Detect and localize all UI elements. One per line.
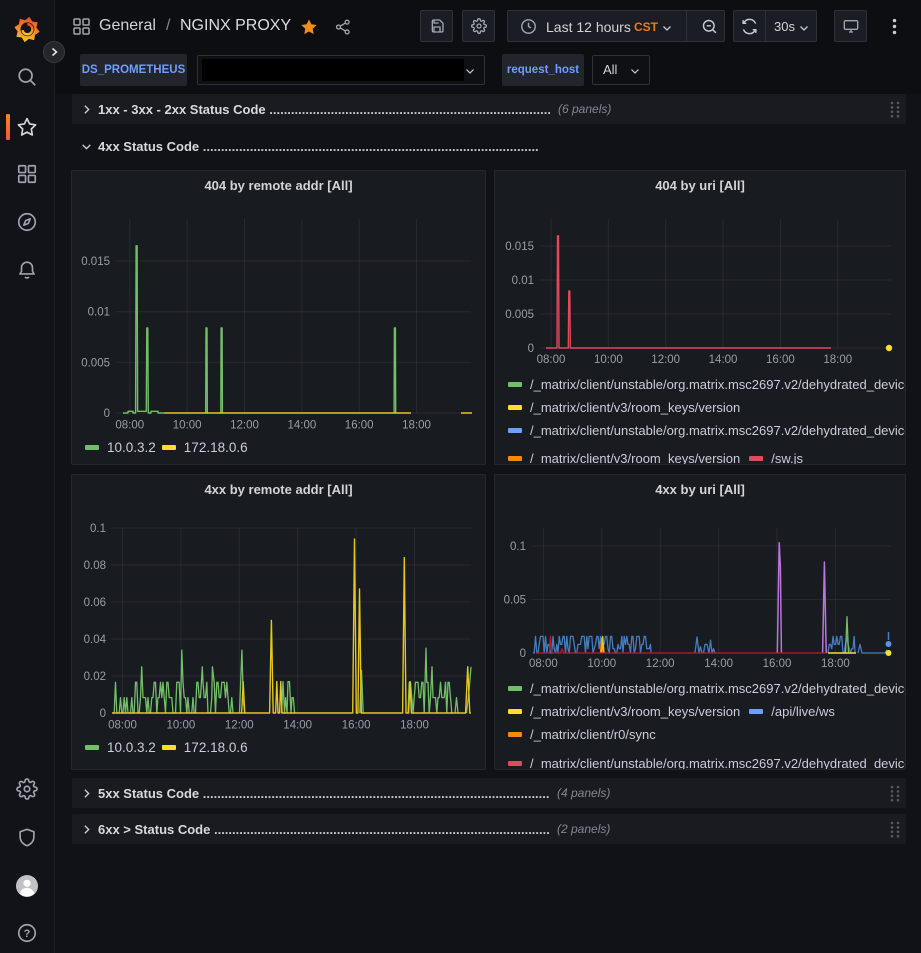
svg-text:0.015: 0.015: [505, 241, 534, 253]
svg-text:08:00: 08:00: [537, 354, 566, 366]
svg-text:16:00: 16:00: [763, 658, 792, 670]
svg-text:16:00: 16:00: [345, 420, 374, 432]
svg-text:10:00: 10:00: [167, 720, 196, 732]
svg-text:0.005: 0.005: [81, 357, 110, 369]
svg-text:10:00: 10:00: [594, 354, 623, 366]
svg-text:08:00: 08:00: [529, 658, 558, 670]
svg-text:14:00: 14:00: [283, 720, 312, 732]
svg-text:0: 0: [100, 708, 106, 720]
svg-text:08:00: 08:00: [108, 720, 137, 732]
svg-text:0: 0: [104, 408, 110, 420]
svg-text:12:00: 12:00: [230, 420, 259, 432]
svg-text:16:00: 16:00: [766, 354, 795, 366]
svg-text:10:00: 10:00: [587, 658, 616, 670]
svg-text:0.02: 0.02: [84, 671, 106, 683]
svg-text:18:00: 18:00: [400, 720, 429, 732]
svg-text:14:00: 14:00: [709, 354, 738, 366]
svg-text:0: 0: [528, 343, 534, 355]
svg-text:18:00: 18:00: [823, 354, 852, 366]
svg-text:10:00: 10:00: [173, 420, 202, 432]
svg-text:0: 0: [520, 648, 526, 660]
svg-text:0.1: 0.1: [510, 541, 526, 553]
svg-text:0.04: 0.04: [84, 634, 107, 646]
svg-text:?: ?: [24, 928, 31, 940]
svg-text:14:00: 14:00: [704, 658, 733, 670]
svg-text:18:00: 18:00: [402, 420, 431, 432]
svg-text:0.1: 0.1: [90, 523, 106, 535]
svg-text:12:00: 12:00: [646, 658, 675, 670]
svg-text:0.005: 0.005: [505, 309, 534, 321]
svg-text:14:00: 14:00: [287, 420, 316, 432]
svg-text:12:00: 12:00: [651, 354, 680, 366]
svg-text:0.08: 0.08: [84, 560, 106, 572]
svg-text:0.01: 0.01: [512, 275, 534, 287]
svg-text:18:00: 18:00: [821, 658, 850, 670]
svg-text:08:00: 08:00: [115, 420, 144, 432]
svg-text:0.06: 0.06: [84, 597, 106, 609]
svg-text:12:00: 12:00: [225, 720, 254, 732]
svg-text:16:00: 16:00: [342, 720, 371, 732]
svg-text:0.01: 0.01: [88, 307, 110, 319]
svg-text:0.015: 0.015: [81, 256, 110, 268]
svg-text:0.05: 0.05: [504, 595, 526, 607]
